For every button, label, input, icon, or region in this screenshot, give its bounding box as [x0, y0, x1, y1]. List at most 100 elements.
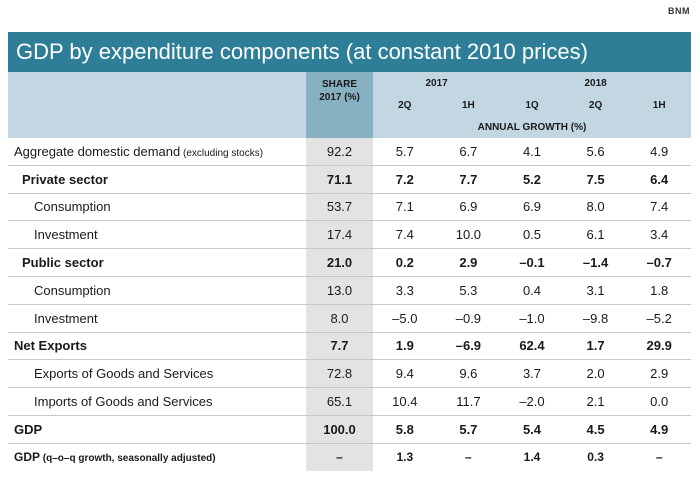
share-cell: 7.7	[306, 332, 373, 361]
growth-cell: –0.9	[436, 304, 501, 333]
growth-cell: –	[655, 450, 663, 465]
row-label: GDP	[8, 414, 306, 444]
table-row: Net Exports 7.7 1.9 –6.9 62.4 1.7 29.9	[8, 332, 691, 361]
table-row: Private sector 71.1 7.2 7.7 5.2 7.5 6.4	[8, 165, 691, 194]
growth-cell: –0.1	[500, 248, 564, 277]
table-row: GDP (q–o–q growth, seasonally adjusted) –…	[8, 443, 691, 471]
period-header: 1H	[436, 94, 501, 116]
growth-cell: 5.7	[436, 414, 501, 444]
growth-cell: 1.4	[523, 450, 541, 465]
share-cell: 53.7	[306, 193, 373, 222]
growth-cell: 10.4	[373, 387, 437, 416]
table-title: GDP by expenditure components (at consta…	[8, 32, 691, 72]
growth-cell: 5.2	[500, 165, 564, 194]
year-2018-header: 2018	[500, 72, 691, 94]
growth-cell: 2.9	[436, 248, 501, 277]
row-label: Public sector	[8, 248, 306, 277]
table-row: Investment 8.0 –5.0 –0.9 –1.0 –9.8 –5.2	[8, 304, 691, 333]
share-cell: 8.0	[306, 304, 373, 333]
growth-cell: 3.4	[627, 220, 691, 250]
growth-cell: 7.2	[373, 165, 437, 194]
growth-cell: 7.5	[563, 165, 628, 194]
growth-cell: –5.2	[627, 304, 691, 333]
growth-cell: 3.1	[563, 276, 628, 305]
row-label: Net Exports	[8, 332, 306, 361]
growth-cell: 4.9	[627, 138, 691, 166]
growth-cell: 5.4	[500, 414, 564, 444]
row-label-text: GDP	[14, 421, 43, 437]
annual-growth-header: ANNUAL GROWTH (%)	[373, 116, 691, 138]
period-header: 2Q	[563, 94, 628, 116]
row-label-text: Investment	[34, 310, 98, 326]
share-cell: 65.1	[306, 387, 373, 416]
row-label: GDP (q–o–q growth, seasonally adjusted)	[8, 443, 306, 470]
growth-cell: 2.0	[563, 359, 628, 389]
growth-cell: 2.9	[627, 359, 691, 389]
share-header-line2: 2017 (%)	[319, 92, 360, 103]
growth-cell: 0.0	[627, 387, 691, 416]
table-row: Imports of Goods and Services 65.1 10.4 11.…	[8, 387, 691, 416]
growth-cell: –1.4	[563, 248, 628, 277]
growth-cell: 3.3	[373, 276, 437, 305]
share-header: SHARE 2017 (%)	[306, 72, 373, 138]
growth-cell: 1.9	[373, 332, 437, 361]
row-label: Investment	[8, 304, 306, 333]
row-label-note: (excluding stocks)	[180, 147, 264, 159]
table-row: Consumption 53.7 7.1 6.9 6.9 8.0 7.4	[8, 193, 691, 222]
growth-cell: 5.8	[373, 414, 437, 444]
row-label-text: Imports of Goods and Services	[34, 394, 213, 410]
gdp-table-panel: GDP by expenditure components (at consta…	[8, 32, 691, 471]
growth-cell: 7.7	[436, 165, 501, 194]
table-body: Aggregate domestic demand (excluding sto…	[8, 138, 691, 471]
growth-cell: 6.1	[563, 220, 628, 250]
growth-cell: 3.7	[500, 359, 564, 389]
growth-cell: 0.3	[587, 450, 604, 465]
growth-cell: 0.2	[373, 248, 437, 277]
growth-cell: 29.9	[627, 332, 691, 361]
table-row: GDP 100.0 5.8 5.7 5.4 4.5 4.9	[8, 414, 691, 444]
row-label-text: Exports of Goods and Services	[34, 366, 214, 382]
row-label-text: Investment	[34, 227, 98, 243]
row-label: Investment	[8, 220, 306, 250]
growth-cell: –0.7	[627, 248, 691, 277]
growth-cell: 9.4	[373, 359, 437, 389]
growth-cell: 11.7	[436, 387, 501, 416]
share-cell: 71.1	[306, 165, 373, 194]
row-label: Private sector	[8, 165, 306, 194]
row-label-note: (q–o–q growth, seasonally adjusted)	[40, 453, 216, 465]
row-label-text: GDP	[14, 450, 41, 465]
row-label: Consumption	[8, 193, 306, 222]
growth-cell: 5.3	[436, 276, 501, 305]
row-label: Exports of Goods and Services	[8, 359, 306, 389]
row-label-text: Public sector	[22, 255, 104, 271]
growth-cell: –	[465, 450, 472, 465]
growth-cell: 7.1	[373, 193, 437, 222]
table-row: Investment 17.4 7.4 10.0 0.5 6.1 3.4	[8, 220, 691, 250]
share-cell: 13.0	[306, 276, 373, 305]
share-cell: 17.4	[306, 220, 373, 250]
table-header: SHARE 2017 (%) 2017 2018 2Q 1H 1Q 2Q 1H …	[8, 72, 691, 138]
growth-cell: 9.6	[436, 359, 501, 389]
growth-cell: 0.4	[500, 276, 564, 305]
growth-cell: 62.4	[500, 332, 564, 361]
share-cell: –	[306, 443, 373, 471]
row-label-text: Private sector	[22, 171, 108, 187]
share-cell: 100.0	[306, 414, 373, 444]
row-label: Imports of Goods and Services	[8, 387, 306, 416]
growth-cell: 7.4	[627, 193, 691, 222]
growth-cell: –2.0	[500, 387, 564, 416]
share-header-line1: SHARE	[321, 79, 357, 90]
share-cell: 72.8	[306, 359, 373, 389]
source-label: BNM	[668, 6, 690, 16]
year-2017-header: 2017	[373, 72, 501, 94]
share-cell: 21.0	[306, 248, 373, 277]
row-label: Aggregate domestic demand (excluding sto…	[8, 138, 306, 166]
row-label-text: Consumption	[34, 282, 111, 298]
growth-cell: 6.9	[436, 193, 501, 222]
growth-cell: –6.9	[436, 332, 501, 361]
row-label-text: Net Exports	[14, 338, 87, 354]
growth-cell: 10.0	[436, 220, 501, 250]
table-row: Aggregate domestic demand (excluding sto…	[8, 138, 691, 166]
table-row: Exports of Goods and Services 72.8 9.4 9.6 3…	[8, 359, 691, 389]
table-row: Consumption 13.0 3.3 5.3 0.4 3.1 1.8	[8, 276, 691, 305]
